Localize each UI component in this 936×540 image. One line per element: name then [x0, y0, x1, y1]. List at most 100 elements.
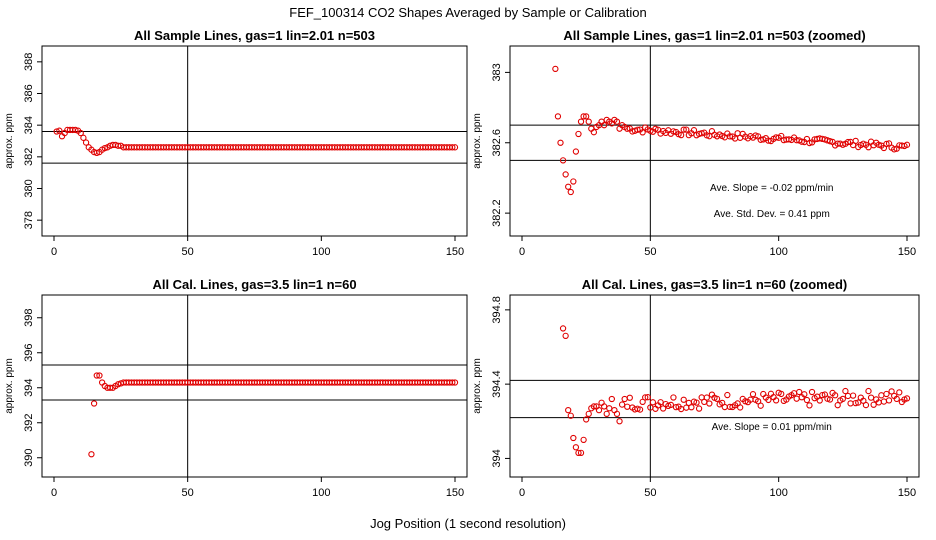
panel-3-xtick-label: 150 — [446, 487, 464, 499]
panel-3-ytick-label: 398 — [23, 309, 35, 327]
panel-4-point — [803, 396, 811, 404]
panel-4-xtick-label: 0 — [519, 487, 525, 499]
panel-1-point — [115, 142, 122, 149]
panel-4-point — [693, 399, 700, 406]
panel-4-point — [765, 396, 772, 404]
panel-4-point — [888, 388, 895, 395]
panel-2-point — [624, 125, 631, 132]
panel-3-point — [96, 372, 103, 379]
panel-4-point — [839, 395, 846, 403]
panel-2-point — [577, 118, 585, 125]
panel-4-point — [793, 395, 800, 402]
panel-2-point — [565, 183, 572, 190]
panel-1-ylabel: approx. ppm — [4, 113, 15, 169]
panel-4-xtick-label: 150 — [898, 487, 916, 499]
panel-4-point — [885, 397, 893, 404]
panel-4-point — [713, 395, 721, 403]
panel-3-ytick-label: 394 — [23, 379, 35, 397]
panel-4-point — [613, 410, 621, 418]
panel-4-point — [562, 332, 569, 340]
panel-2-point — [698, 130, 705, 137]
panel-4-point — [847, 400, 854, 407]
panel-2-annotation: Ave. Slope = -0.02 ppm/min — [710, 183, 834, 194]
panel-3-xtick-label: 0 — [51, 487, 57, 499]
panel-3-title: All Cal. Lines, gas=3.5 lin=1 n=60 — [152, 277, 356, 292]
panel-2-point — [600, 122, 608, 129]
panel-4-point — [808, 388, 816, 396]
panel-3-ytick-label: 392 — [23, 414, 35, 432]
panel-1-title: All Sample Lines, gas=1 lin=2.01 n=503 — [134, 28, 375, 43]
panel-2-point — [557, 139, 564, 146]
panel-1-point — [80, 134, 87, 141]
panel-4-point — [606, 405, 613, 412]
panel-4-xtick-label: 100 — [769, 487, 787, 499]
panel-2-title: All Sample Lines, gas=1 lin=2.01 n=503 (… — [563, 28, 865, 43]
panel-4-point — [559, 325, 567, 332]
panel-2-ytick-label: 382.2 — [491, 199, 503, 227]
figure-title: FEF_100314 CO2 Shapes Averaged by Sample… — [289, 5, 647, 20]
panel-1-ytick-label: 382 — [23, 148, 35, 166]
panel-1-ytick-label: 384 — [23, 116, 35, 134]
panel-4-point — [703, 394, 710, 401]
panel-2-ytick-label: 383 — [491, 63, 503, 81]
panel-4-point — [842, 387, 849, 395]
panel-2-point — [690, 127, 698, 134]
panel-2-frame — [509, 45, 920, 237]
panel-2-annotation: Ave. Std. Dev. = 0.41 ppm — [714, 209, 830, 220]
panel-4-point — [867, 394, 875, 401]
panel-4-point — [724, 391, 731, 399]
panel-4-point — [580, 436, 587, 444]
panel-4-point — [757, 402, 764, 409]
panel-2-point — [572, 148, 580, 155]
panel-4-annotation: Ave. Slope = 0.01 ppm/min — [712, 422, 832, 433]
panel-4-point — [672, 403, 680, 411]
panel-1-xtick-label: 0 — [51, 246, 57, 258]
panel-3-ytick-label: 396 — [23, 344, 35, 362]
panel-3-point — [451, 379, 459, 386]
panel-4-point — [878, 392, 885, 399]
panel-4-point — [621, 395, 628, 403]
panel-4-point — [626, 394, 633, 401]
panel-2-point — [634, 126, 641, 133]
panel-4-point — [624, 403, 631, 410]
panel-1-ytick-label: 386 — [23, 84, 35, 102]
panel-1-frame — [41, 45, 468, 237]
panel-4-point — [893, 395, 900, 403]
panel-4-point — [616, 418, 623, 425]
panel-3-point — [449, 379, 456, 386]
panel-3-ylabel: approx. ppm — [4, 358, 15, 414]
panel-2-ylabel: approx. ppm — [472, 113, 483, 169]
panel-2-point — [891, 146, 898, 153]
panel-1-ytick-label: 380 — [23, 179, 35, 197]
panel-4-point — [600, 403, 608, 410]
panel-4-point — [737, 404, 744, 411]
panel-2-point — [554, 113, 562, 120]
panel-2-point — [883, 140, 890, 148]
panel-4-point — [611, 406, 618, 414]
panel-4-point — [667, 401, 675, 409]
panel-4-point — [778, 390, 785, 398]
panel-4-point — [903, 395, 911, 402]
panel-3-point — [98, 379, 106, 386]
panel-4-point — [883, 390, 890, 398]
panel-1-point — [53, 128, 60, 135]
panel-2-point — [583, 113, 590, 120]
panel-4-ytick-label: 394.8 — [491, 296, 503, 324]
panel-1-point — [101, 144, 108, 152]
panel-4-point — [608, 395, 615, 403]
panel-3-point — [90, 400, 98, 407]
figure-xlabel: Jog Position (1 second resolution) — [370, 516, 566, 531]
panel-1-point — [72, 126, 79, 134]
panel-4-point — [695, 405, 703, 412]
panel-4-point — [772, 397, 780, 404]
panel-4-point — [816, 397, 823, 404]
panel-2-point — [570, 178, 577, 185]
panel-4-point — [849, 392, 857, 399]
panel-2-xtick-label: 0 — [519, 246, 525, 258]
panel-1-xtick-label: 50 — [182, 246, 194, 258]
panel-3-xtick-label: 100 — [312, 487, 330, 499]
panel-4-point — [649, 399, 657, 406]
panel-2-point — [639, 129, 646, 136]
